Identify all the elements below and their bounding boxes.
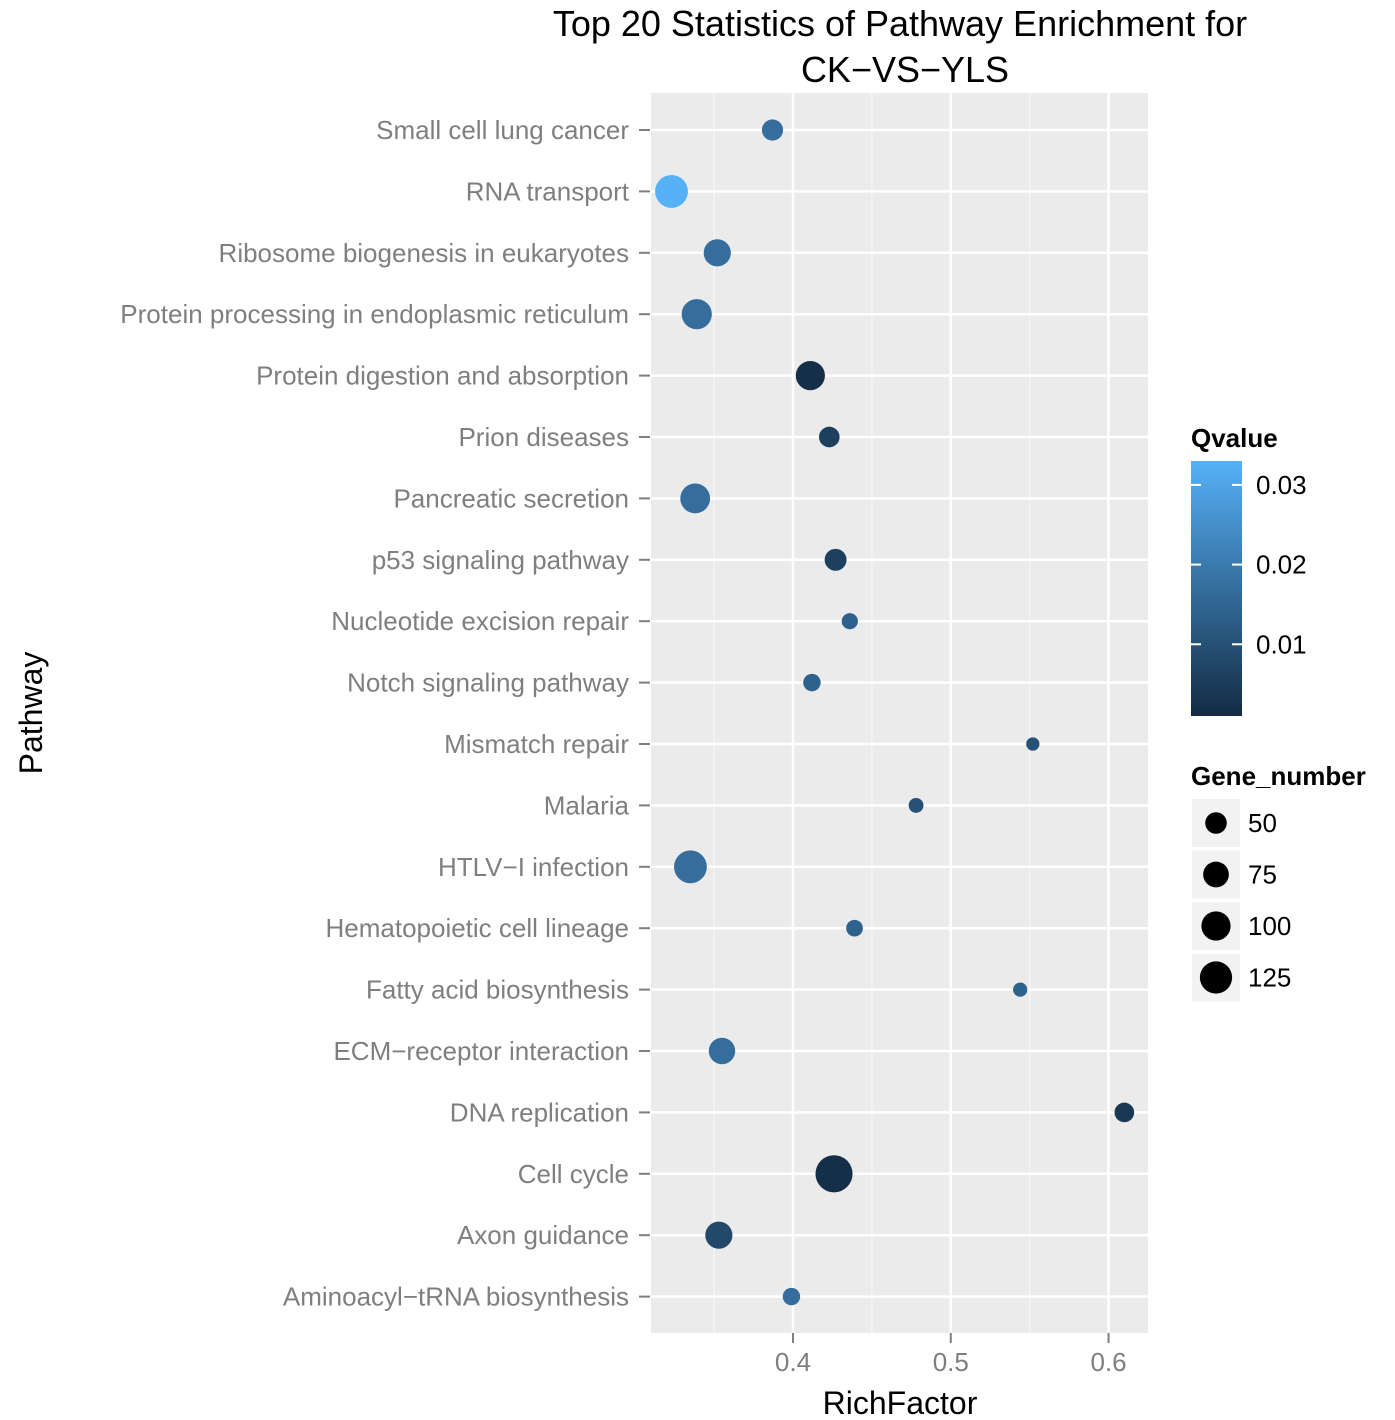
- y-tick-label: RNA transport: [466, 176, 630, 206]
- data-point: [1026, 737, 1040, 751]
- gene-number-legend-keys: 50 75 100 125: [1192, 799, 1291, 1002]
- data-point: [1013, 982, 1028, 997]
- grid-lines: [651, 93, 1148, 1333]
- x-tick-label: 0.5: [933, 1347, 969, 1377]
- data-point: [1114, 1102, 1135, 1123]
- qvalue-legend-ticks: 0.03 0.02 0.01: [1191, 470, 1307, 659]
- size-key-label: 125: [1248, 963, 1291, 993]
- y-tick-label: HTLV−I infection: [438, 852, 629, 882]
- data-point: [782, 1287, 801, 1306]
- size-key-dot: [1203, 861, 1229, 888]
- y-tick-label: Malaria: [544, 790, 630, 820]
- size-key-label: 75: [1248, 860, 1277, 890]
- qvalue-tick-label: 0.02: [1256, 550, 1307, 580]
- y-tick-label: Protein digestion and absorption: [256, 361, 629, 391]
- y-tick-label: Mismatch repair: [444, 729, 629, 759]
- size-key-dot: [1201, 911, 1231, 941]
- chart-title-line-2: CK−VS−YLS: [801, 49, 1009, 90]
- data-points: [655, 119, 1135, 1306]
- data-point: [846, 919, 863, 937]
- y-tick-label: Small cell lung cancer: [376, 115, 629, 145]
- size-key-label: 50: [1248, 808, 1277, 838]
- data-point: [708, 1037, 736, 1065]
- data-point: [680, 483, 711, 514]
- size-key-label: 100: [1248, 911, 1291, 941]
- y-tick-label: Fatty acid biosynthesis: [366, 975, 629, 1005]
- chart-title-line-1: Top 20 Statistics of Pathway Enrichment …: [553, 3, 1247, 44]
- x-tick-label: 0.6: [1090, 1347, 1126, 1377]
- y-tick-label: ECM−receptor interaction: [333, 1036, 629, 1066]
- y-tick-label: Axon guidance: [457, 1220, 629, 1250]
- x-tick-label: 0.4: [775, 1347, 811, 1377]
- data-point: [681, 299, 712, 330]
- plot-panel: [651, 93, 1148, 1333]
- data-point: [818, 426, 840, 448]
- data-point: [705, 1221, 733, 1249]
- y-tick-label: Notch signaling pathway: [347, 668, 629, 698]
- data-point: [795, 361, 825, 391]
- x-axis-label: RichFactor: [823, 1385, 978, 1420]
- y-tick-label: Nucleotide excision repair: [331, 606, 629, 636]
- x-axis-ticks: 0.4 0.5 0.6: [775, 1333, 1127, 1377]
- y-tick-label: Hematopoietic cell lineage: [325, 913, 629, 943]
- size-key-dot: [1205, 812, 1227, 834]
- data-point: [761, 119, 784, 141]
- data-point: [655, 174, 688, 208]
- qvalue-colorbar: [1191, 461, 1242, 716]
- qvalue-legend-title: Qvalue: [1191, 423, 1278, 453]
- y-tick-label: Cell cycle: [518, 1159, 629, 1189]
- data-point: [815, 1155, 853, 1193]
- y-tick-label: Protein processing in endoplasmic reticu…: [120, 299, 629, 329]
- y-tick-label: p53 signaling pathway: [372, 545, 629, 575]
- gene-number-legend-title: Gene_number: [1191, 761, 1366, 791]
- y-axis-ticks: Small cell lung cancer RNA transport Ribos…: [120, 115, 650, 1312]
- data-point: [824, 548, 847, 571]
- y-tick-label: Aminoacyl−tRNA biosynthesis: [283, 1282, 629, 1312]
- qvalue-tick-label: 0.03: [1256, 470, 1307, 500]
- data-point: [674, 850, 707, 884]
- size-key-dot: [1199, 961, 1233, 994]
- y-tick-label: Ribosome biogenesis in eukaryotes: [219, 238, 629, 268]
- y-tick-label: DNA replication: [450, 1097, 629, 1127]
- data-point: [841, 613, 858, 630]
- y-tick-label: Pancreatic secretion: [393, 483, 629, 513]
- data-point: [803, 673, 821, 692]
- data-point: [908, 797, 924, 813]
- y-tick-label: Prion diseases: [458, 422, 629, 452]
- data-point: [703, 239, 731, 267]
- y-axis-label: Pathway: [13, 652, 49, 775]
- qvalue-tick-label: 0.01: [1256, 629, 1307, 659]
